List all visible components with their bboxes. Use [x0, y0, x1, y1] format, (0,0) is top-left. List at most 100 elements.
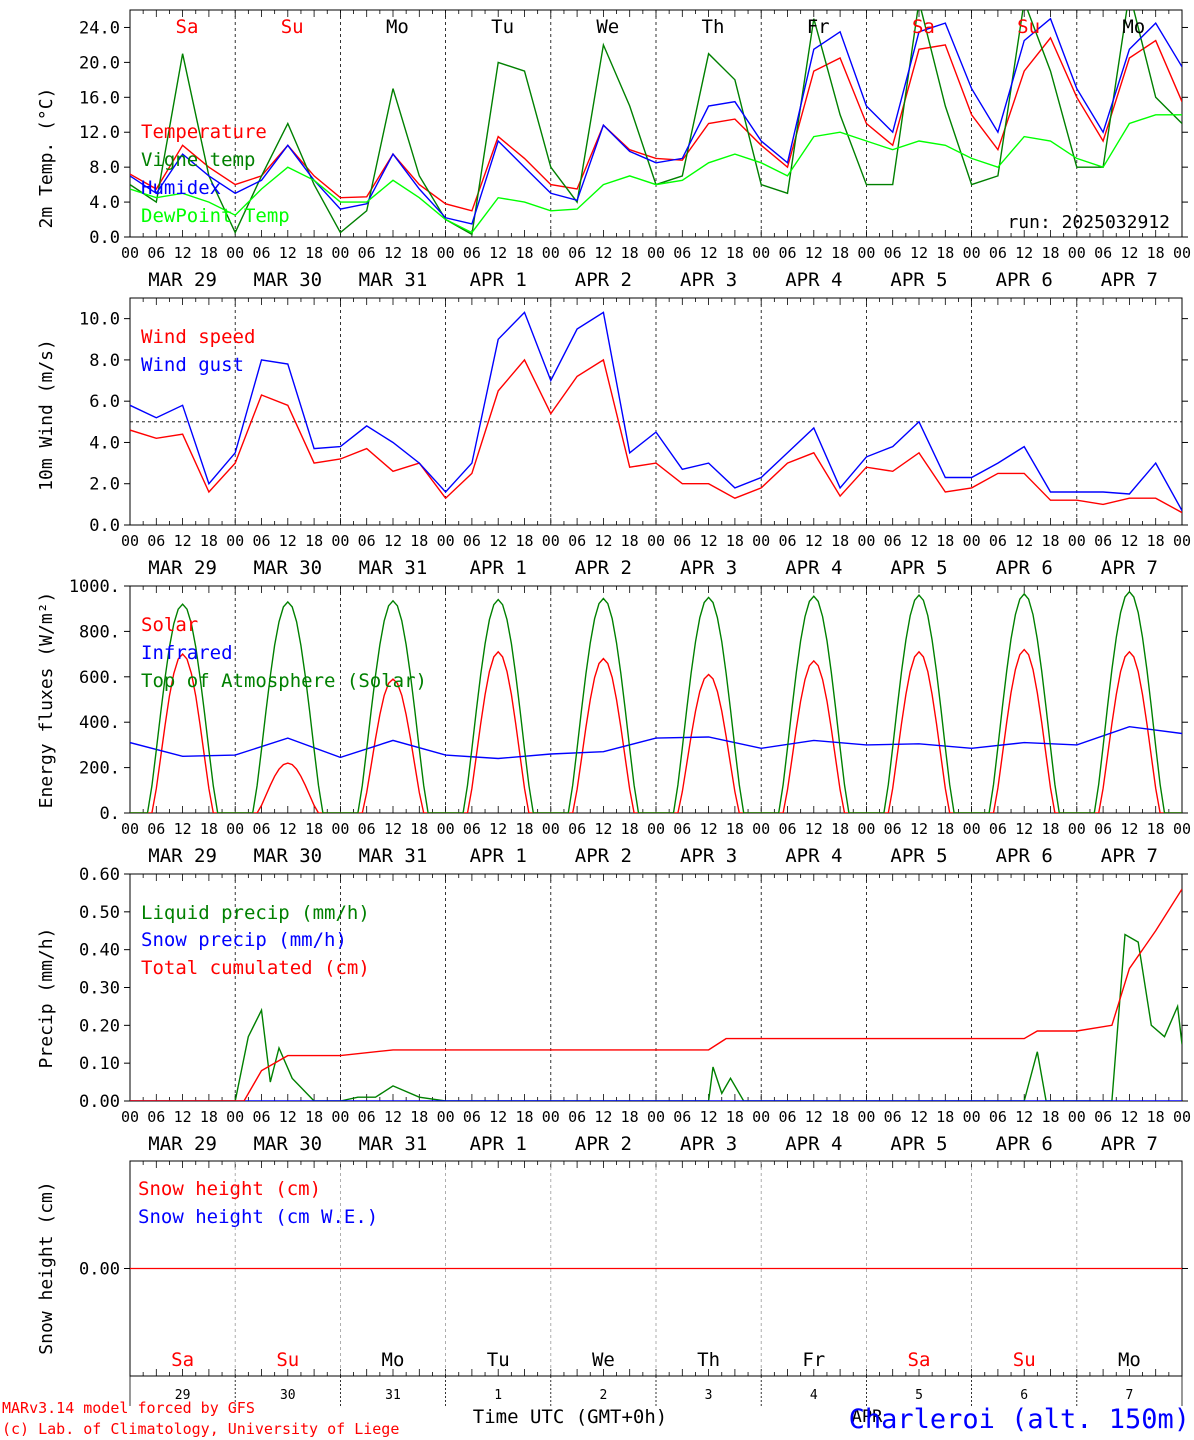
date-label: APR 5: [890, 557, 947, 579]
date-label: APR 1: [470, 557, 527, 579]
credit-line-1: MARv3.14 model forced by GFS: [2, 1399, 255, 1417]
hour-label: 00: [542, 244, 560, 262]
date-label: APR 3: [680, 1133, 737, 1155]
hour-label: 18: [1041, 532, 1059, 550]
hour-label: 06: [778, 1108, 796, 1126]
hour-label: 00: [542, 820, 560, 838]
legend-entry: Total cumulated (cm): [141, 957, 370, 979]
weekday-label-bottom: Sa: [908, 1349, 931, 1371]
hour-label: 12: [489, 820, 507, 838]
location-title: Charleroi (alt. 150m): [849, 1404, 1190, 1435]
day-number: 30: [280, 1388, 296, 1403]
hour-label: 00: [331, 820, 349, 838]
y-tick-label: 12.0: [79, 123, 120, 143]
hour-label: 12: [594, 532, 612, 550]
hour-label: 00: [963, 532, 981, 550]
hour-label: 00: [331, 532, 349, 550]
hour-label: 00: [1068, 1108, 1086, 1126]
hour-label: 12: [279, 820, 297, 838]
hour-label: 18: [726, 1108, 744, 1126]
y-tick-label: 20.0: [79, 53, 120, 73]
hour-label: 18: [515, 532, 533, 550]
hour-label: 12: [910, 820, 928, 838]
date-label: APR 1: [470, 269, 527, 291]
hour-label: 00: [1068, 820, 1086, 838]
hour-label: 00: [437, 1108, 455, 1126]
hour-label: 12: [594, 244, 612, 262]
hour-label: 18: [515, 244, 533, 262]
hour-label: 18: [1041, 820, 1059, 838]
hour-label: 18: [200, 532, 218, 550]
hour-label: 18: [936, 820, 954, 838]
series-line: [130, 358, 1182, 514]
legend-entry: Snow precip (mm/h): [141, 929, 347, 951]
series-group: [130, 888, 1182, 1101]
day-number: 1: [494, 1388, 502, 1403]
hour-label: 18: [1147, 1108, 1165, 1126]
hour-label: 12: [910, 244, 928, 262]
hour-label: 00: [963, 244, 981, 262]
day-number: 31: [385, 1388, 401, 1403]
hour-label: 00: [121, 820, 139, 838]
date-label: MAR 29: [148, 845, 217, 867]
hour-label: 18: [726, 820, 744, 838]
date-label: APR 5: [890, 845, 947, 867]
credit-line-2: (c) Lab. of Climatology, University of L…: [2, 1420, 399, 1438]
hour-label: 18: [831, 820, 849, 838]
hour-label: 12: [1015, 1108, 1033, 1126]
hour-label: 00: [437, 532, 455, 550]
series-line: [130, 114, 1182, 234]
hour-label: 00: [1173, 820, 1191, 838]
y-tick-label: 0.20: [79, 1016, 120, 1036]
month-label: APR: [852, 1407, 883, 1427]
y-axis-label: Snow height (cm): [36, 1181, 57, 1354]
legend-entry: Infrared: [141, 642, 233, 664]
y-tick-label: 0.0: [89, 228, 120, 248]
date-label: APR 6: [996, 1133, 1053, 1155]
y-tick-label: 2.0: [89, 475, 120, 495]
hour-label: 12: [594, 820, 612, 838]
hour-label: 12: [1015, 244, 1033, 262]
date-label: APR 6: [996, 557, 1053, 579]
date-label: MAR 29: [148, 269, 217, 291]
hour-label: 00: [1173, 532, 1191, 550]
y-tick-label: 4.0: [89, 433, 120, 453]
date-label: APR 3: [680, 269, 737, 291]
hour-label: 12: [279, 1108, 297, 1126]
day-number: 5: [915, 1388, 923, 1403]
hour-label: 12: [805, 1108, 823, 1126]
hour-label: 00: [437, 820, 455, 838]
date-label: APR 3: [680, 557, 737, 579]
weekday-label: Su: [281, 16, 304, 38]
y-tick-label: 0.60: [79, 865, 120, 885]
hour-label: 12: [174, 1108, 192, 1126]
hour-label: 12: [1015, 820, 1033, 838]
date-label: MAR 29: [148, 1133, 217, 1155]
date-label: MAR 31: [359, 1133, 428, 1155]
hour-label: 00: [857, 820, 875, 838]
y-tick-label: 24.0: [79, 18, 120, 38]
hour-label: 18: [1147, 820, 1165, 838]
panel-2: 0.0 2.0 4.0 6.0 8.0 10.0 10m Wind (m/s) Wind sp…: [36, 297, 1191, 579]
hour-label: 06: [884, 532, 902, 550]
date-label: MAR 31: [359, 845, 428, 867]
weekday-label: We: [596, 16, 619, 38]
series-group: [130, 590, 1182, 813]
legend-entry: DewPoint Temp: [141, 205, 290, 227]
day-number: 4: [810, 1388, 818, 1403]
hour-label: 06: [568, 244, 586, 262]
hour-label: 12: [384, 1108, 402, 1126]
y-tick-label: 0.40: [79, 941, 120, 961]
hour-label: 00: [647, 1108, 665, 1126]
hour-label: 12: [805, 820, 823, 838]
date-label: MAR 30: [253, 269, 322, 291]
hour-label: 00: [226, 532, 244, 550]
hour-label: 06: [252, 820, 270, 838]
date-label: APR 7: [1101, 845, 1158, 867]
date-label: APR 4: [785, 1133, 842, 1155]
hour-label: 12: [1120, 244, 1138, 262]
hour-label: 18: [726, 244, 744, 262]
series-line: [130, 648, 1182, 813]
date-label: MAR 30: [253, 1133, 322, 1155]
hour-label: 06: [778, 244, 796, 262]
